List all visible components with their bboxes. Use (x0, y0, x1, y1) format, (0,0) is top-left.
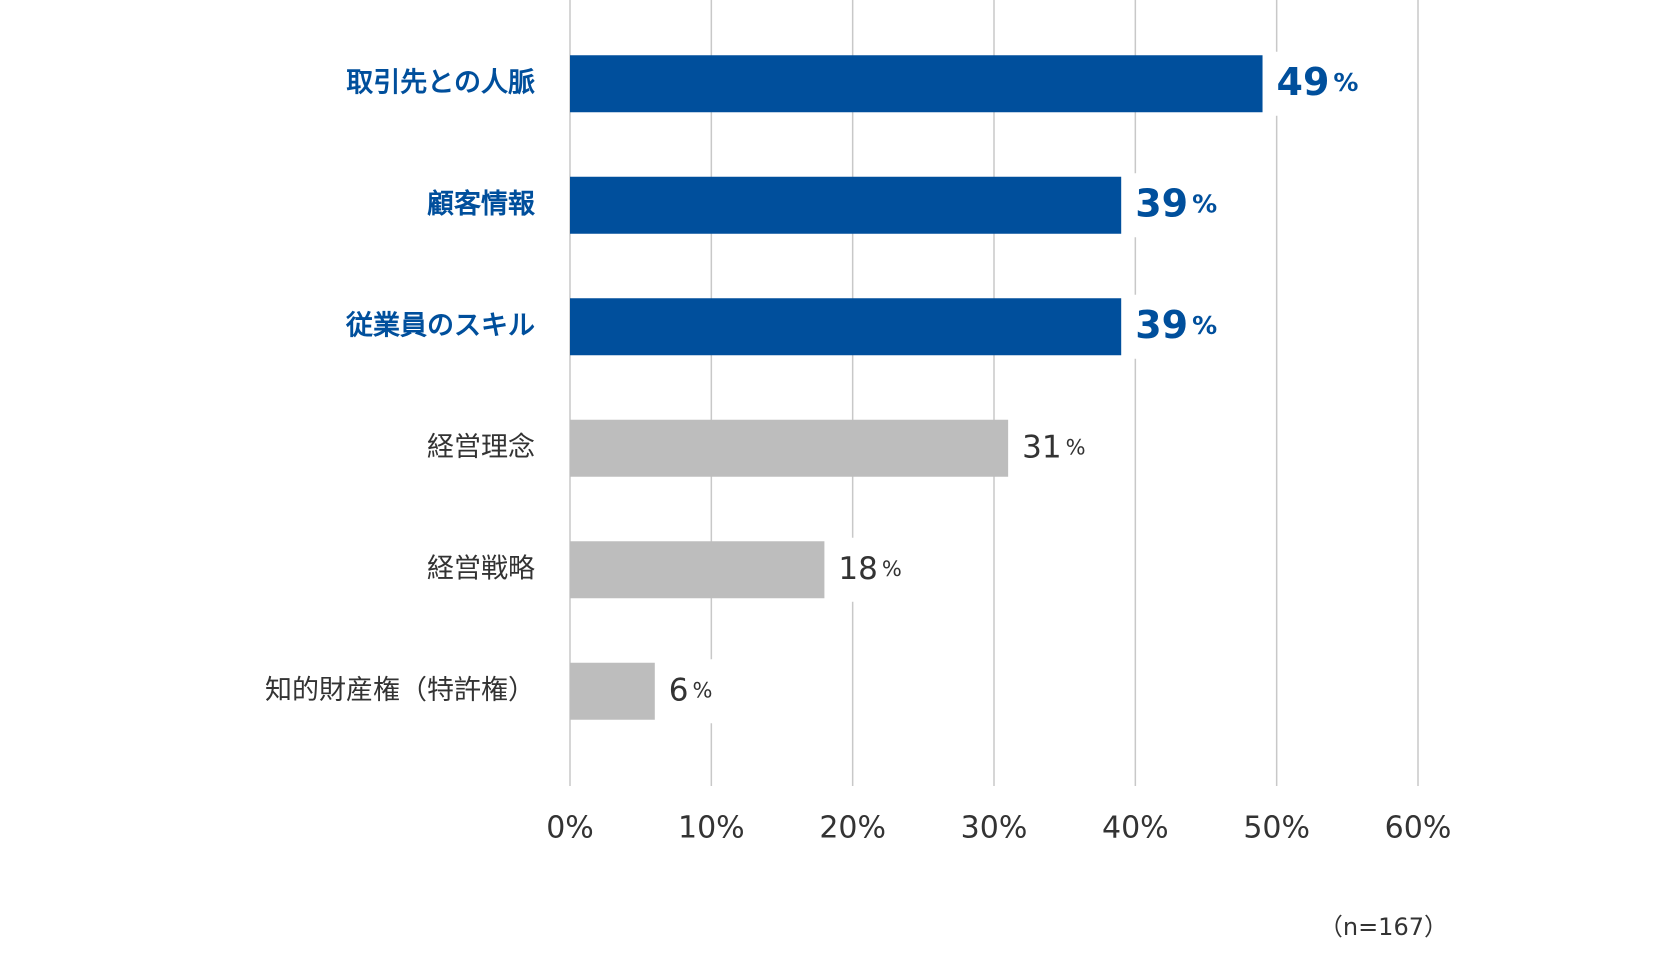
bar (570, 176, 1122, 234)
category-label: 知的財産権（特許権） (265, 675, 535, 706)
label-background (1127, 173, 1234, 238)
sample-note: （n=167） (1319, 913, 1448, 941)
bar (570, 541, 825, 599)
x-tick-label: 60% (1385, 811, 1452, 846)
x-tick-label: 50% (1243, 811, 1310, 846)
category-label: 顧客情報 (427, 188, 536, 220)
bar (570, 298, 1122, 356)
value-label: 39% (1135, 302, 1217, 346)
bar (570, 419, 1009, 477)
x-tick-label: 30% (961, 811, 1028, 846)
category-label: 取引先との人脈 (346, 67, 535, 98)
label-background (1127, 294, 1234, 359)
x-tick-label: 40% (1102, 811, 1169, 846)
label-background (1014, 416, 1095, 481)
value-label: 31% (1022, 429, 1085, 465)
category-label: 従業員のスキル (345, 310, 535, 341)
x-tick-label: 10% (678, 811, 745, 846)
x-tick-label: 0% (546, 811, 594, 846)
bar (570, 662, 655, 720)
value-label: 6% (669, 672, 713, 708)
x-tick-label: 20% (819, 811, 886, 846)
value-label: 49% (1277, 59, 1359, 103)
value-label: 39% (1135, 181, 1217, 225)
category-label: 経営戦略 (427, 553, 535, 584)
label-background (1268, 51, 1375, 116)
category-label: 経営理念 (427, 432, 535, 463)
label-background (660, 659, 741, 724)
value-label: 18% (838, 550, 901, 586)
bar (570, 55, 1263, 113)
label-background (830, 537, 911, 602)
